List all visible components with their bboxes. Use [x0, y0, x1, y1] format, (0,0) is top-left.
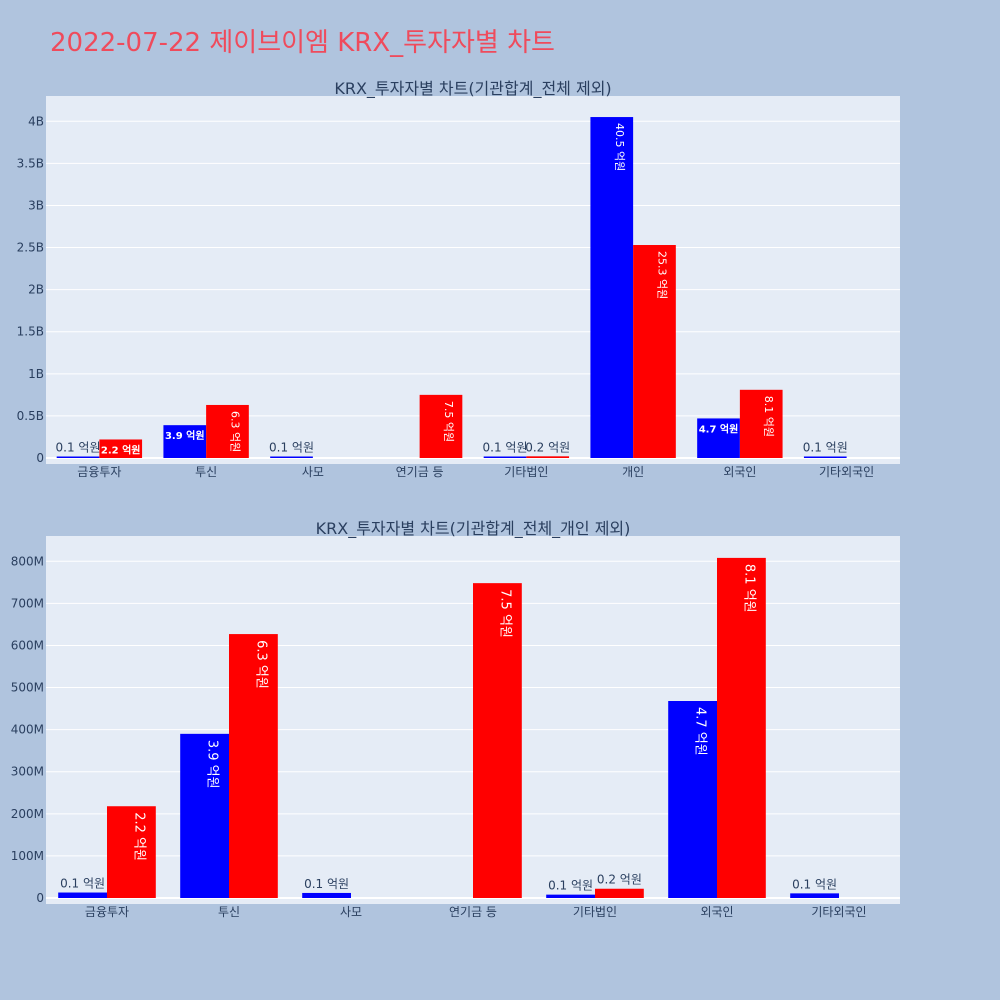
data-label: 0.1 억원 [56, 441, 101, 455]
data-label: 0.1 억원 [304, 877, 349, 891]
y-tick-label: 3.5B [17, 156, 44, 170]
data-label: 0.1 억원 [483, 441, 528, 455]
bar-buy [697, 418, 740, 458]
chart-title: KRX_투자자별 차트(기관합계_전체 제외) [334, 79, 611, 99]
data-label: 25.3 억원 [655, 251, 668, 299]
data-label: 0.2 억원 [597, 873, 642, 887]
x-tick-label: 투신 [195, 465, 217, 479]
x-tick-label: 외국인 [723, 465, 756, 479]
x-tick-label: 금융투자 [77, 465, 121, 479]
bar-sell [633, 245, 676, 458]
x-tick-label: 개인 [622, 465, 644, 479]
data-label: 0.1 억원 [60, 877, 105, 891]
y-tick-label: 3B [28, 198, 44, 212]
data-label: 7.5 억원 [497, 589, 512, 638]
bar-buy [668, 701, 717, 898]
bar-sell [99, 439, 143, 458]
bar-buy [546, 894, 595, 898]
bar-buy [790, 893, 839, 898]
bar-sell [107, 806, 156, 898]
bar-buy [180, 733, 229, 898]
y-tick-label: 2.5B [17, 241, 44, 255]
data-label: 4.7 억원 [693, 707, 708, 756]
data-label: 0.1 억원 [803, 441, 848, 455]
bar-buy [590, 117, 634, 458]
bar-buy [302, 892, 351, 898]
bar-buy [58, 892, 107, 898]
x-tick-label: 사모 [302, 465, 324, 479]
y-tick-label: 300M [11, 765, 44, 779]
page-title: 2022-07-22 제이브이엠 KRX_투자자별 차트 [50, 28, 555, 58]
chart-1: 0 0.5B 1B 1.5B 2B 2.5B 3B 3.5B 4B KRX_투자자별 차트(기관합… [17, 79, 900, 479]
bar-buy [56, 456, 100, 458]
data-label: 6.3 억원 [228, 411, 241, 452]
bar-buy [483, 456, 527, 458]
bar-sell [229, 634, 278, 898]
bar-buy [803, 456, 847, 458]
y-tick-label: 1B [28, 367, 44, 381]
y-tick-label: 1.5B [17, 325, 44, 339]
data-label: 0.1 억원 [792, 877, 837, 891]
y-tick-label: 0.5B [17, 409, 44, 423]
data-label: 3.9 억원 [205, 740, 220, 789]
data-label: 7.5 억원 [442, 401, 455, 442]
x-tick-label: 투신 [218, 905, 240, 919]
bar-sell [419, 394, 463, 458]
data-label: 0.1 억원 [548, 879, 593, 893]
x-tick-label: 기타법인 [573, 905, 617, 919]
x-tick-label: 사모 [340, 905, 362, 919]
data-label: 8.1 억원 [762, 396, 775, 437]
y-tick-label: 2B [28, 283, 44, 297]
x-tick-label: 기타외국인 [819, 465, 874, 479]
x-tick-label: 연기금 등 [396, 465, 444, 479]
bar-sell [739, 389, 783, 458]
x-tick-label: 기타법인 [504, 465, 548, 479]
y-tick-label: 200M [11, 807, 44, 821]
y-tick-label: 4B [28, 114, 44, 128]
x-tick-label: 금융투자 [85, 905, 129, 919]
y-tick-label: 600M [11, 638, 44, 652]
chart-title: KRX_투자자별 차트(기관합계_전체_개인 제외) [316, 519, 631, 539]
y-tick-label: 800M [11, 554, 44, 568]
bar-buy [270, 456, 313, 458]
data-label: 2.2 억원 [101, 443, 141, 456]
y-tick-label: 100M [11, 849, 44, 863]
data-label: 40.5 억원 [613, 123, 626, 171]
data-label: 6.3 억원 [253, 640, 268, 689]
data-label: 8.1 억원 [741, 564, 756, 613]
data-label: 0.1 억원 [269, 441, 314, 455]
x-tick-label: 기타외국인 [811, 905, 866, 919]
y-tick-label: 500M [11, 681, 44, 695]
bar-sell [717, 557, 766, 898]
chart-2: 0 100M 200M 300M 400M 500M 600M 700M 800M KRX_투자자… [11, 519, 900, 919]
y-tick-label: 0 [36, 451, 44, 465]
x-tick-label: 외국인 [700, 905, 733, 919]
x-tick-label: 연기금 등 [449, 905, 497, 919]
data-label: 4.7 억원 [699, 422, 739, 435]
data-label: 3.9 억원 [165, 429, 205, 442]
bar-buy [163, 425, 207, 458]
bar-sell [595, 888, 644, 898]
y-tick-label: 400M [11, 723, 44, 737]
data-label: 2.2 억원 [131, 812, 146, 861]
bar-sell [473, 583, 522, 898]
y-tick-label: 0 [36, 891, 44, 905]
bar-sell [206, 404, 249, 458]
y-tick-label: 700M [11, 596, 44, 610]
data-label: 0.2 억원 [525, 440, 570, 454]
bar-sell [526, 456, 570, 458]
